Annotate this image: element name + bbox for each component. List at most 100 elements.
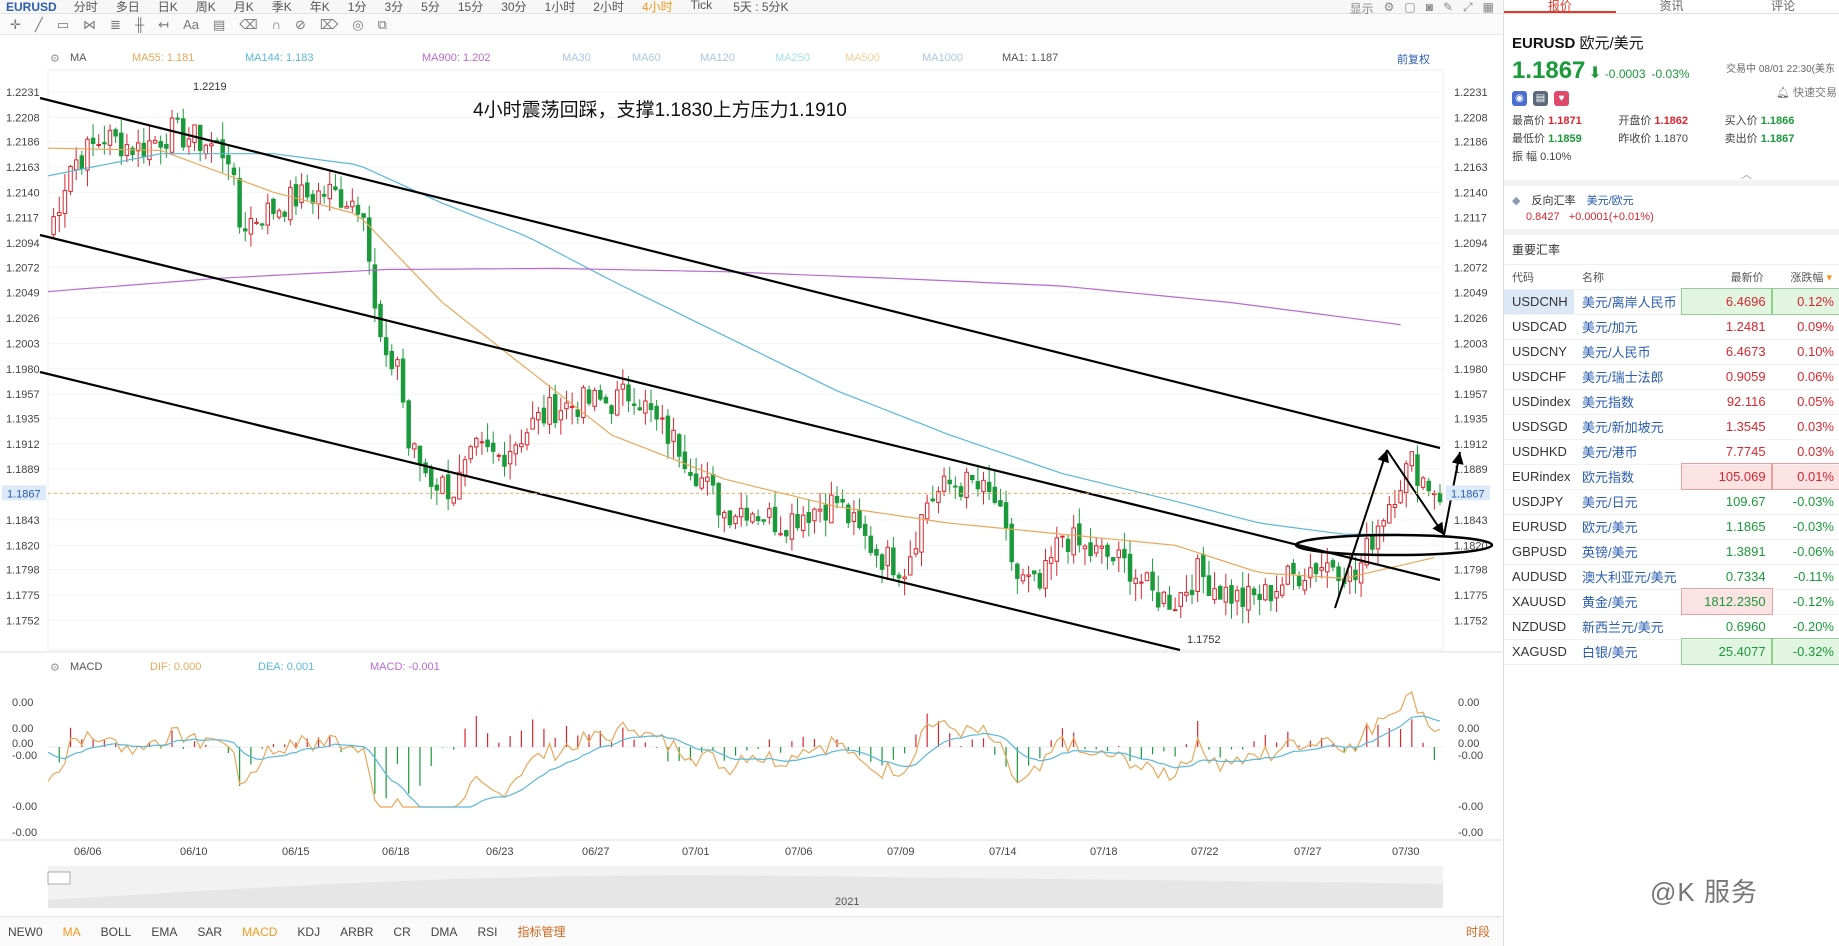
macd-label[interactable]: MACD: [70, 661, 103, 673]
rate-code[interactable]: USDindex: [1504, 389, 1574, 415]
rate-name[interactable]: 欧元/美元: [1574, 514, 1682, 540]
rate-code[interactable]: USDCAD: [1504, 314, 1574, 340]
time-period-button[interactable]: 时段: [1465, 925, 1490, 939]
rate-code[interactable]: XAGUSD: [1504, 639, 1574, 665]
rate-name[interactable]: 美元/港币: [1574, 439, 1682, 465]
timeframe-3[interactable]: 周K: [195, 0, 216, 14]
ma30-label[interactable]: MA30: [562, 52, 591, 64]
fullscreen-icon[interactable]: ⤢: [1463, 0, 1473, 14]
dif-label[interactable]: DIF: 0.000: [150, 661, 202, 673]
indicator-tab-5[interactable]: MACD: [242, 924, 278, 939]
rate-name[interactable]: 黄金/美元: [1574, 589, 1682, 615]
fib-tool-icon[interactable]: ⋈: [83, 16, 97, 32]
price-chart[interactable]: 1.2231 1.2231 1.2208 1.2208 1.2186 1.2186 1.21…: [0, 36, 1502, 916]
ma60-label[interactable]: MA60: [632, 52, 661, 64]
rate-row[interactable]: USDSGD 美元/新加坡元 1.3545 0.03%: [1504, 414, 1839, 440]
rate-code[interactable]: USDSGD: [1504, 414, 1574, 440]
timeframe-15[interactable]: Tick: [690, 0, 713, 12]
rate-name[interactable]: 美元/新加坡元: [1574, 414, 1682, 440]
rate-name[interactable]: 美元/日元: [1574, 489, 1682, 515]
rate-row[interactable]: USDCHF 美元/瑞士法郎 0.9059 0.06%: [1504, 364, 1839, 390]
channel-line-2[interactable]: [39, 370, 1181, 652]
tab-quote[interactable]: 报价: [1504, 0, 1616, 13]
indicator-tab-9[interactable]: DMA: [430, 924, 458, 939]
rate-name[interactable]: 美元/人民币: [1574, 339, 1682, 365]
ma250-label[interactable]: MA250: [775, 52, 810, 64]
indicator-tab-4[interactable]: SAR: [197, 924, 223, 939]
rate-row[interactable]: EURUSD 欧元/美元 1.1865 -0.03%: [1504, 514, 1839, 540]
indicator-tab-7[interactable]: ARBR: [340, 924, 374, 939]
trash-icon[interactable]: ⌦: [319, 16, 339, 32]
lock-icon[interactable]: ⊘: [295, 16, 306, 32]
rate-name[interactable]: 英镑/美元: [1574, 539, 1682, 565]
rate-code[interactable]: USDCHF: [1504, 364, 1574, 390]
tab-news[interactable]: 资讯: [1659, 0, 1684, 13]
reverse-name[interactable]: 美元/欧元: [1586, 195, 1634, 207]
rate-row[interactable]: USDJPY 美元/日元 109.67 -0.03%: [1504, 489, 1839, 515]
col-code[interactable]: 代码: [1504, 265, 1574, 290]
timeframe-1[interactable]: 多日: [115, 0, 140, 14]
rate-code[interactable]: XAUUSD: [1504, 589, 1574, 615]
rate-code[interactable]: USDCNY: [1504, 339, 1574, 365]
ma-settings-icon[interactable]: ⚙: [50, 53, 60, 65]
camera-icon[interactable]: ◙: [1425, 0, 1433, 14]
note-icon[interactable]: ▤: [1533, 91, 1548, 106]
ma500-label[interactable]: MA500: [845, 52, 880, 64]
eye-icon[interactable]: ◎: [352, 16, 364, 32]
ma120-label[interactable]: MA120: [700, 52, 735, 64]
rate-code[interactable]: EURindex: [1504, 464, 1574, 490]
indicator-tab-6[interactable]: KDJ: [297, 924, 321, 939]
rate-code[interactable]: EURUSD: [1504, 514, 1574, 540]
forecast-arrow-1[interactable]: [1386, 449, 1445, 536]
text-tool-icon[interactable]: Aa: [183, 17, 199, 32]
timeframe-0[interactable]: 分时: [73, 0, 98, 14]
indicator-tab-1[interactable]: MA: [62, 924, 81, 939]
dea-label[interactable]: DEA: 0.001: [258, 661, 315, 673]
rate-name[interactable]: 美元/瑞士法郎: [1574, 364, 1682, 390]
rate-code[interactable]: USDHKD: [1504, 439, 1574, 465]
layers-icon[interactable]: ⧉: [377, 16, 387, 32]
tab-comments[interactable]: 评论: [1771, 0, 1796, 13]
col-pct[interactable]: 涨跌幅 ▾: [1771, 265, 1839, 290]
period-selector[interactable]: 5天 : 5分K: [733, 0, 789, 14]
rate-name[interactable]: 美元/离岸人民币: [1574, 289, 1682, 315]
rate-code[interactable]: AUDUSD: [1504, 564, 1574, 590]
rate-name[interactable]: 新西兰元/美元: [1574, 614, 1682, 640]
rate-row[interactable]: XAUUSD 黄金/美元 1812.2350 -0.12%: [1504, 588, 1839, 615]
timeframe-6[interactable]: 年K: [309, 0, 330, 14]
rate-row[interactable]: USDCNY 美元/人民币 6.4673 0.10%: [1504, 339, 1839, 365]
chart-area[interactable]: 1.2231 1.2231 1.2208 1.2208 1.2186 1.2186 1.21…: [0, 36, 1502, 916]
restore-rights-button[interactable]: 前复权: [1397, 54, 1430, 66]
arrow-tool-icon[interactable]: ↤: [158, 16, 170, 32]
forecast-arrow-0[interactable]: [1334, 449, 1389, 609]
macd-settings-icon[interactable]: ⚙: [50, 662, 60, 674]
rate-name[interactable]: 美元指数: [1574, 389, 1682, 415]
support-ellipse[interactable]: [1294, 533, 1494, 557]
symbol-label[interactable]: EURUSD: [6, 0, 57, 14]
rate-row[interactable]: USDHKD 美元/港币 7.7745 0.03%: [1504, 439, 1839, 465]
measure-tool-icon[interactable]: ╫: [134, 17, 145, 32]
indicator-tab-0[interactable]: NEW0: [8, 924, 43, 939]
timeframe-12[interactable]: 1小时: [544, 0, 576, 14]
note-tool-icon[interactable]: ▤: [212, 16, 226, 32]
rate-row[interactable]: AUDUSD 澳大利亚元/美元 0.7334 -0.11%: [1504, 564, 1839, 590]
pen-icon[interactable]: ✎: [1442, 0, 1454, 14]
rate-code[interactable]: GBPUSD: [1504, 539, 1574, 565]
col-price[interactable]: 最新价: [1682, 265, 1772, 290]
rate-row[interactable]: XAGUSD 白银/美元 25.4077 -0.32%: [1504, 638, 1839, 665]
indicator-tab-2[interactable]: BOLL: [100, 924, 132, 939]
settings-icon[interactable]: ⚙: [1383, 0, 1395, 14]
quick-trade-button[interactable]: 🔔︎ 快速交易: [1776, 84, 1837, 100]
rect-tool-icon[interactable]: ▭: [56, 16, 70, 32]
rate-name[interactable]: 美元/加元: [1574, 314, 1682, 340]
timeframe-10[interactable]: 15分: [457, 0, 484, 14]
indicator-tab-8[interactable]: CR: [393, 924, 411, 939]
ma1000-label[interactable]: MA1000: [922, 52, 963, 64]
globe-icon[interactable]: ◉: [1512, 91, 1527, 106]
timeframe-5[interactable]: 季K: [271, 0, 292, 14]
display-button[interactable]: 显示: [1349, 2, 1374, 16]
timeframe-2[interactable]: 日K: [157, 0, 178, 14]
ma55-label[interactable]: MA55: 1.181: [132, 52, 195, 64]
rate-row[interactable]: NZDUSD 新西兰元/美元 0.6960 -0.20%: [1504, 614, 1839, 640]
timeframe-4[interactable]: 月K: [233, 0, 254, 14]
